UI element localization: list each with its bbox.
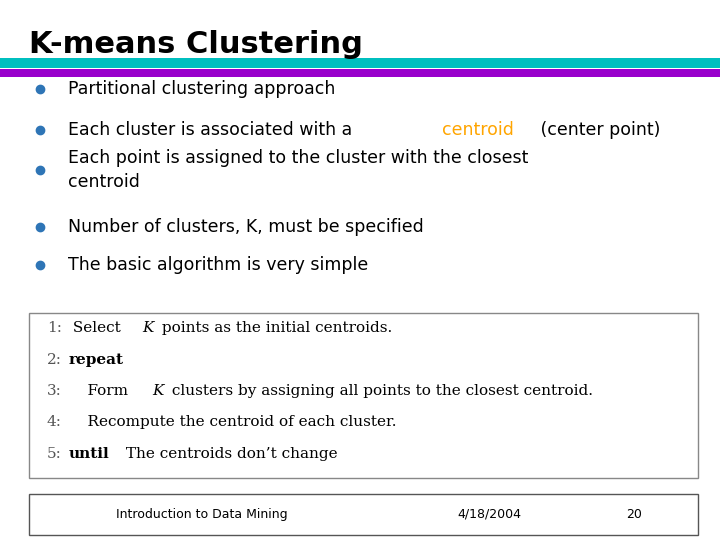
Text: K: K xyxy=(143,321,154,335)
Text: Select: Select xyxy=(68,321,126,335)
FancyBboxPatch shape xyxy=(29,494,698,535)
Text: Form: Form xyxy=(68,384,133,398)
Text: The centroids don’t change: The centroids don’t change xyxy=(121,447,338,461)
Text: points as the initial centroids.: points as the initial centroids. xyxy=(158,321,392,335)
Text: Introduction to Data Mining: Introduction to Data Mining xyxy=(116,508,287,521)
Text: Recompute the centroid of each cluster.: Recompute the centroid of each cluster. xyxy=(68,415,397,429)
Text: centroid: centroid xyxy=(442,120,514,139)
Text: Each point is assigned to the cluster with the closest
centroid: Each point is assigned to the cluster wi… xyxy=(68,149,528,191)
Text: 5:: 5: xyxy=(47,447,62,461)
Text: Each cluster is associated with a: Each cluster is associated with a xyxy=(68,120,358,139)
Text: The basic algorithm is very simple: The basic algorithm is very simple xyxy=(68,255,369,274)
Text: until: until xyxy=(68,447,109,461)
Text: repeat: repeat xyxy=(68,353,123,367)
Text: K-means Clustering: K-means Clustering xyxy=(29,30,363,59)
Text: Number of clusters, K, must be specified: Number of clusters, K, must be specified xyxy=(68,218,424,236)
FancyBboxPatch shape xyxy=(0,58,720,68)
FancyBboxPatch shape xyxy=(29,313,698,478)
Text: Partitional clustering approach: Partitional clustering approach xyxy=(68,80,336,98)
Text: K: K xyxy=(152,384,163,398)
Text: 20: 20 xyxy=(626,508,642,521)
Text: 1:: 1: xyxy=(47,321,62,335)
Text: clusters by assigning all points to the closest centroid.: clusters by assigning all points to the … xyxy=(166,384,593,398)
Text: 4/18/2004: 4/18/2004 xyxy=(458,508,521,521)
Text: (center point): (center point) xyxy=(535,120,660,139)
Text: 2:: 2: xyxy=(47,353,62,367)
Text: 3:: 3: xyxy=(47,384,62,398)
Text: 4:: 4: xyxy=(47,415,62,429)
FancyBboxPatch shape xyxy=(0,69,720,77)
